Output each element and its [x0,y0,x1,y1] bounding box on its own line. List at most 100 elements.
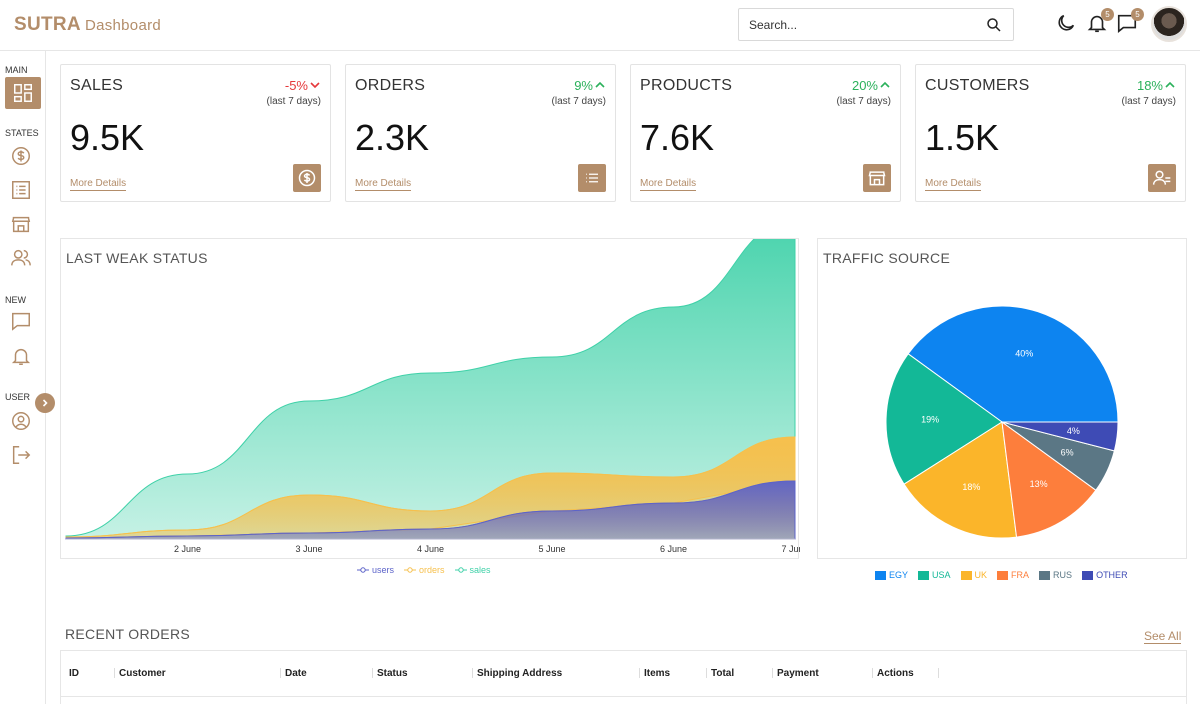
store-icon [11,216,31,233]
pie-slice-egy[interactable] [907,305,1119,423]
legend-item-rus[interactable]: RUS [1039,570,1072,580]
sales-card-icon-button[interactable] [293,164,321,192]
x-tick-label: 4 June [417,544,444,554]
sidebar-item-products[interactable] [8,211,34,237]
column-header-actions[interactable]: Actions [877,668,914,679]
sales-more-details-link[interactable]: More Details [70,178,127,191]
column-separator [472,668,473,678]
users-icon [1152,168,1172,188]
notifications-button[interactable]: 5 [1086,8,1114,34]
x-tick-label: 7 June [781,544,800,554]
pie-slice-fra[interactable] [1001,420,1097,538]
area-chart-legend: users orders sales [357,565,491,575]
users-icon [11,249,31,266]
legend-marker-icon [357,567,369,573]
legend-swatch [1082,570,1094,580]
pie-chart-legend: EGY USA UK FRA RUS OTHER [875,570,1128,580]
dark-mode-moon-icon[interactable] [1055,12,1077,34]
sidebar-item-orders[interactable] [8,177,34,203]
area-series-sales[interactable] [65,239,796,540]
sidebar-expand-button[interactable] [35,393,55,413]
legend-item-sales[interactable]: sales [454,565,491,575]
orders-card-title: ORDERS [355,77,426,94]
sidebar-item-logout[interactable] [8,442,34,468]
pie-slice-uk[interactable] [903,421,1018,539]
legend-label: orders [419,565,445,575]
sidebar-item-sales[interactable] [8,143,34,169]
legend-label: OTHER [1096,570,1128,580]
pie-slice-label: 6% [1061,448,1074,458]
pie-slice-usa[interactable] [885,353,1003,485]
column-header-date[interactable]: Date [285,668,307,679]
legend-item-usa[interactable]: USA [918,570,951,580]
column-separator [372,668,373,678]
column-separator [280,668,281,678]
legend-item-egy[interactable]: EGY [875,570,908,580]
column-header-id[interactable]: ID [69,668,79,679]
pie-slice-label: 4% [1067,426,1080,436]
sales-card-title: SALES [70,77,124,94]
brand-logo[interactable]: SUTRA Dashboard [14,14,161,36]
store-icon [867,168,887,188]
sidebar: MAIN STATES NEW USER [0,51,46,704]
search-input[interactable] [749,17,985,32]
sidebar-section-new: NEW [5,295,26,305]
orders-more-details-link[interactable]: More Details [355,178,412,191]
legend-item-uk[interactable]: UK [960,570,987,580]
legend-swatch [918,570,930,580]
bell-icon [11,348,31,365]
brand-subtitle: Dashboard [84,17,162,34]
column-header-shipping-address[interactable]: Shipping Address [477,668,563,679]
legend-item-other[interactable]: OTHER [1082,570,1128,580]
sidebar-item-dashboard[interactable] [5,77,41,109]
legend-label: RUS [1053,570,1073,580]
column-separator [639,668,640,678]
pie-slice-other[interactable] [1001,421,1119,452]
column-header-payment[interactable]: Payment [777,668,819,679]
user-avatar[interactable] [1151,6,1187,42]
chevron-down-icon [310,82,320,89]
orders-table: ID Customer Date Status Shipping Address Item… [60,650,1187,704]
see-all-link[interactable]: See All [1144,629,1182,644]
chevron-up-icon [880,81,890,88]
customers-more-details-link[interactable]: More Details [925,178,982,191]
sidebar-section-main: MAIN [5,65,28,75]
orders-card-icon-button[interactable] [578,164,606,192]
list-icon [12,181,30,199]
grid-icon [14,84,32,102]
legend-label: FRA [1011,570,1030,580]
area-chart-title: LAST WEAK STATUS [66,250,208,266]
sidebar-item-customers[interactable] [8,245,34,271]
products-card-icon-button[interactable] [863,164,891,192]
sidebar-section-states: STATES [5,128,39,138]
search-icon[interactable] [985,16,1003,34]
legend-marker-icon [404,567,417,573]
sidebar-item-messages[interactable] [8,308,34,334]
column-separator [706,668,707,678]
products-range-label: (last 7 days) [836,96,891,107]
messages-button[interactable]: 5 [1116,8,1144,34]
sidebar-item-profile[interactable] [8,408,34,434]
customers-stat-card: CUSTOMERS 18% (last 7 days) 1.5K More Detail… [915,64,1186,202]
pie-slice-label: 13% [1030,479,1048,489]
products-more-details-link[interactable]: More Details [640,178,697,191]
column-header-total[interactable]: Total [711,668,735,679]
column-separator [872,668,873,678]
column-header-status[interactable]: Status [377,668,408,679]
column-header-customer[interactable]: Customer [119,668,166,679]
customers-card-icon-button[interactable] [1148,164,1176,192]
sidebar-item-notifications[interactable] [8,343,34,369]
customers-range-label: (last 7 days) [1121,96,1176,107]
legend-item-users[interactable]: users [357,565,394,575]
legend-item-orders[interactable]: orders [404,565,445,575]
pie-slice-label: 19% [921,415,939,425]
notifications-badge: 5 [1101,8,1114,21]
recent-orders-title: RECENT ORDERS [65,626,190,642]
legend-item-fra[interactable]: FRA [997,570,1029,580]
orders-range-label: (last 7 days) [551,96,606,107]
dollar-icon [297,168,317,188]
column-header-items[interactable]: Items [644,668,671,679]
legend-label: EGY [889,570,909,580]
bell-icon [1087,15,1107,33]
